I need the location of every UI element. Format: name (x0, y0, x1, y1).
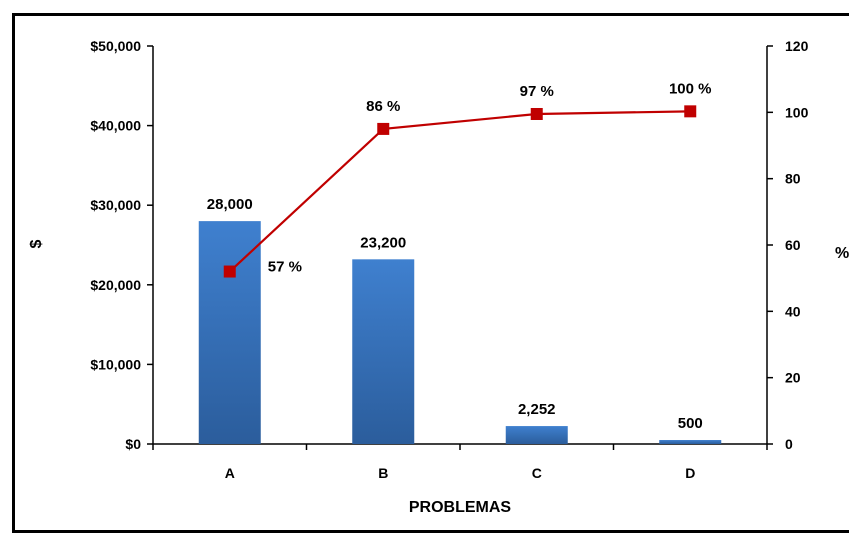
line-data-label: 57 % (268, 259, 302, 276)
bar (505, 426, 568, 444)
y-axis-label: $ (28, 239, 45, 248)
y-tick-label: $10,000 (90, 356, 141, 372)
chart-frame (12, 13, 849, 533)
line-marker (377, 122, 390, 135)
y-tick-label: $0 (125, 436, 141, 452)
cumulative-line (223, 105, 697, 278)
bar-data-label: 500 (678, 415, 703, 432)
y2-axis-label: % (835, 245, 849, 262)
y2-tick-label: 80 (785, 171, 801, 187)
y-tick-label: $50,000 (90, 38, 141, 54)
bar-data-label: 23,200 (360, 234, 406, 251)
axes: $0 $10,000 $20,000 $30,000 $40,000 $50,000 0 20… (90, 38, 808, 481)
y2-tick-label: 20 (785, 370, 801, 386)
bar-data-label: 2,252 (518, 401, 556, 418)
y2-tick-label: 40 (785, 303, 801, 319)
bars (198, 221, 722, 444)
y-tick-label: $40,000 (90, 118, 141, 134)
x-tick-label: A (225, 465, 235, 481)
bar (659, 440, 722, 444)
line-marker (530, 107, 543, 120)
pareto-chart: $0 $10,000 $20,000 $30,000 $40,000 $50,000 0 20… (28, 38, 849, 516)
y2-tick-label: 100 (785, 104, 809, 120)
x-tick-label: B (378, 465, 388, 481)
line-data-label: 86 % (366, 98, 400, 115)
line-data-label: 97 % (520, 83, 554, 100)
x-tick-label: C (532, 465, 542, 481)
line-marker (684, 105, 697, 118)
x-tick-label: D (685, 465, 695, 481)
x-axis-label: PROBLEMAS (409, 499, 512, 516)
line-marker (223, 265, 236, 278)
y2-tick-label: 0 (785, 436, 793, 452)
cumulative-line-path (229, 110, 691, 273)
bar (352, 259, 415, 444)
y2-tick-label: 120 (785, 38, 809, 54)
y-tick-label: $30,000 (90, 197, 141, 213)
y-tick-label: $20,000 (90, 277, 141, 293)
line-data-label: 100 % (669, 80, 712, 97)
labels: 28,000 23,200 2,252 500 57 % 86 % 97 % 100 % (207, 80, 712, 432)
bar (198, 221, 261, 444)
y2-tick-label: 60 (785, 237, 801, 253)
bar-data-label: 28,000 (207, 196, 253, 213)
